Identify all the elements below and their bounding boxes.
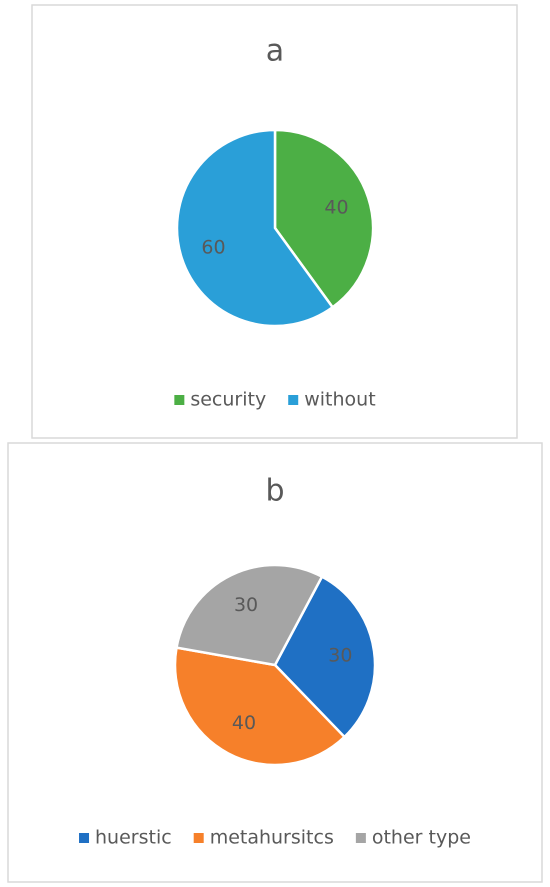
legend-swatch xyxy=(355,833,366,843)
pie-slice xyxy=(173,646,347,767)
data-label: 60 xyxy=(201,236,225,258)
legend-swatch xyxy=(193,833,204,843)
pie-slice xyxy=(175,563,324,667)
legend-swatch xyxy=(174,395,185,405)
legend-label: without xyxy=(304,389,375,411)
chart-title: b xyxy=(265,474,284,509)
pie-slice xyxy=(273,128,375,310)
legend-label: metahursitcs xyxy=(210,827,334,849)
pie-slice xyxy=(273,575,377,739)
data-label: 30 xyxy=(234,594,258,616)
pie-slice xyxy=(175,128,335,328)
data-label: 40 xyxy=(324,197,348,219)
legend-label: security xyxy=(190,389,266,411)
legend-label: huerstic xyxy=(95,827,172,849)
legend-swatch xyxy=(79,833,90,843)
data-label: 40 xyxy=(232,712,256,734)
data-label: 30 xyxy=(328,644,352,666)
legend-label: other type xyxy=(372,827,471,849)
legend-swatch xyxy=(288,395,299,405)
chart-title: a xyxy=(266,34,284,69)
